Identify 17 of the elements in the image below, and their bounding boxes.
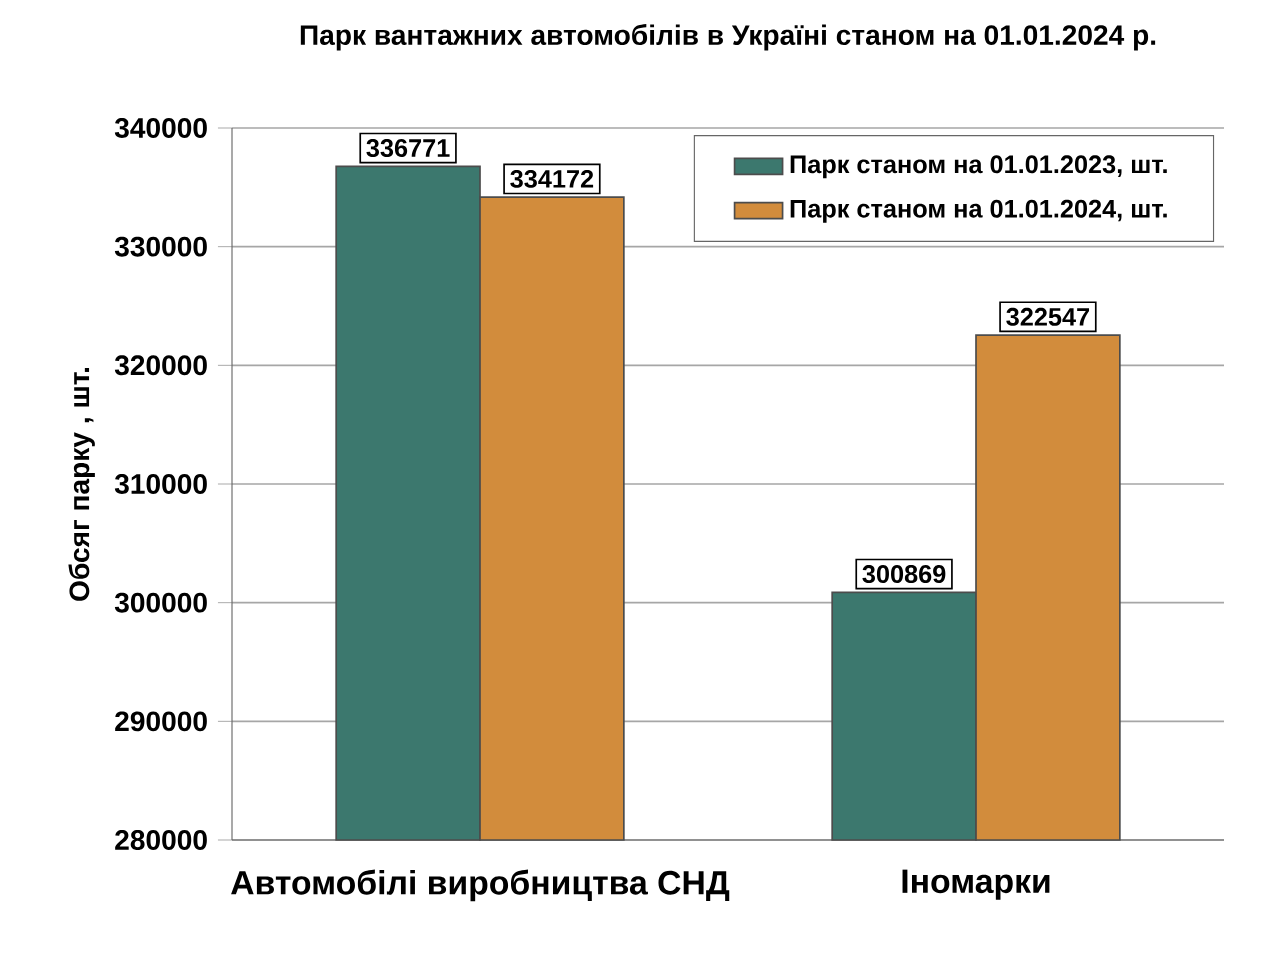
data-label: 322547	[1006, 307, 1090, 326]
x-tick-label: Автомобілі виробництва СНД	[231, 869, 730, 902]
chart-title: Парк вантажних автомобілів в Україні станом на 01.01.2024 р.	[300, 24, 1156, 51]
y-axis-title: Обсяг парку , шт.	[68, 367, 95, 601]
legend-label: Парк станом на 01.01.2024, шт.	[790, 199, 1167, 223]
data-label: 300869	[862, 565, 946, 584]
data-label: 334172	[510, 169, 594, 188]
y-tick-label: 310000	[114, 474, 207, 494]
y-tick-label: 280000	[115, 830, 207, 850]
y-tick-label: 320000	[114, 355, 207, 376]
y-tick-label: 290000	[115, 711, 207, 732]
y-tick-label: 330000	[114, 236, 207, 257]
x-tick-label: Іномарки	[902, 869, 1050, 900]
legend-label: Парк станом на 01.01.2023, шт.	[790, 155, 1167, 179]
data-label: 336771	[366, 139, 450, 158]
y-tick-label: 300000	[114, 592, 207, 613]
y-tick-label: 340000	[114, 118, 207, 138]
